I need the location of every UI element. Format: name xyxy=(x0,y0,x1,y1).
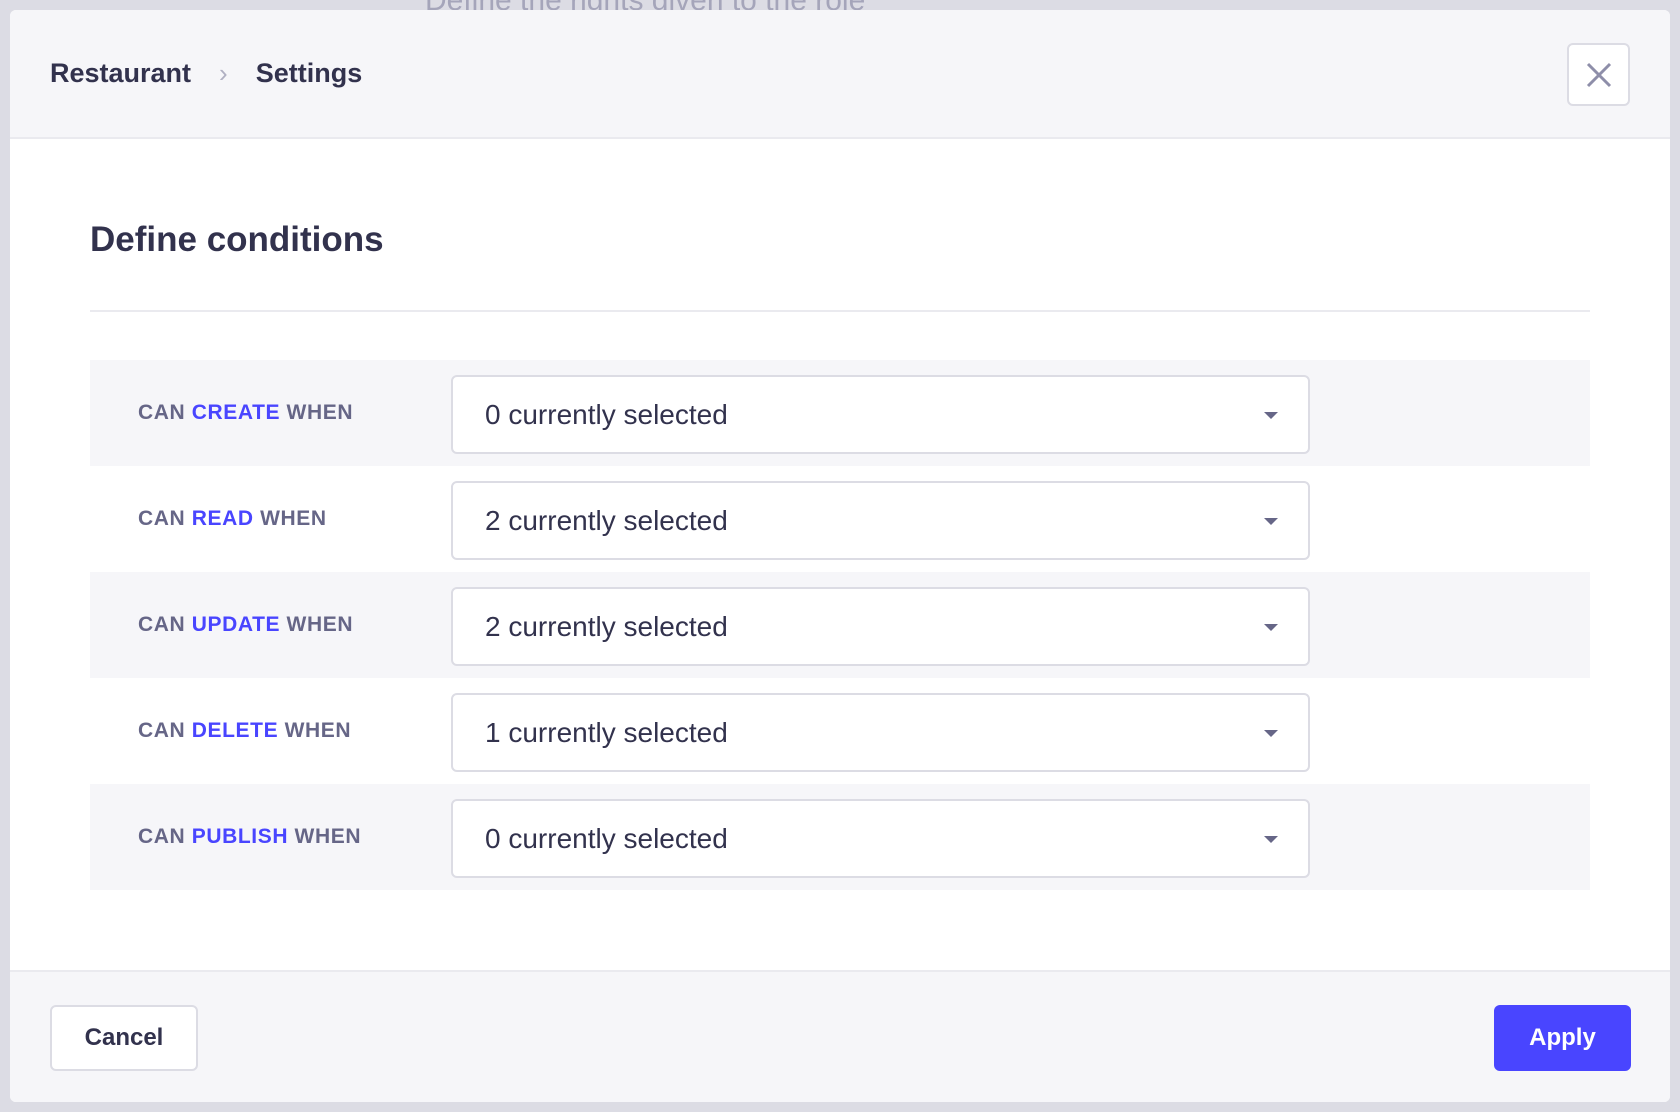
condition-select-delete[interactable]: 1 currently selected xyxy=(451,693,1310,772)
breadcrumb-restaurant: Restaurant xyxy=(50,58,192,88)
apply-button[interactable]: Apply xyxy=(1494,1005,1631,1071)
condition-row-delete: CAN DELETE WHEN 1 currently selected xyxy=(90,678,1590,784)
condition-label: CAN READ WHEN xyxy=(138,507,327,530)
condition-row-read: CAN READ WHEN 2 currently selected xyxy=(90,466,1590,572)
condition-label: CAN PUBLISH WHEN xyxy=(138,825,362,848)
cancel-button[interactable]: Cancel xyxy=(50,1005,198,1071)
condition-row-create: CAN CREATE WHEN 0 currently selected xyxy=(90,360,1590,466)
caret-down-icon xyxy=(1264,412,1278,419)
page-title: Define conditions xyxy=(90,220,384,259)
condition-select-update[interactable]: 2 currently selected xyxy=(451,587,1310,666)
caret-down-icon xyxy=(1264,836,1278,843)
select-value: 2 currently selected xyxy=(485,610,728,642)
chevron-right-icon: › xyxy=(219,58,228,88)
condition-row-update: CAN UPDATE WHEN 2 currently selected xyxy=(90,572,1590,678)
caret-down-icon xyxy=(1264,624,1278,631)
modal-footer: Cancel Apply xyxy=(10,970,1670,1102)
caret-down-icon xyxy=(1264,730,1278,737)
caret-down-icon xyxy=(1264,518,1278,525)
condition-label: CAN CREATE WHEN xyxy=(138,401,354,424)
condition-select-read[interactable]: 2 currently selected xyxy=(451,481,1310,560)
condition-row-publish: CAN PUBLISH WHEN 0 currently selected xyxy=(90,784,1590,890)
define-conditions-modal: Restaurant › Settings Define conditions … xyxy=(10,10,1670,1102)
close-icon xyxy=(1586,62,1611,87)
close-button[interactable] xyxy=(1567,43,1630,106)
divider xyxy=(90,310,1590,312)
select-value: 1 currently selected xyxy=(485,716,728,748)
conditions-list: CAN CREATE WHEN 0 currently selected CAN… xyxy=(90,360,1590,890)
breadcrumb-settings: Settings xyxy=(255,58,363,88)
condition-label: CAN DELETE WHEN xyxy=(138,719,352,742)
condition-label: CAN UPDATE WHEN xyxy=(138,613,354,636)
modal-header: Restaurant › Settings xyxy=(10,10,1670,139)
condition-select-create[interactable]: 0 currently selected xyxy=(451,375,1310,454)
select-value: 0 currently selected xyxy=(485,398,728,430)
select-value: 0 currently selected xyxy=(485,822,728,854)
select-value: 2 currently selected xyxy=(485,504,728,536)
condition-select-publish[interactable]: 0 currently selected xyxy=(451,799,1310,878)
